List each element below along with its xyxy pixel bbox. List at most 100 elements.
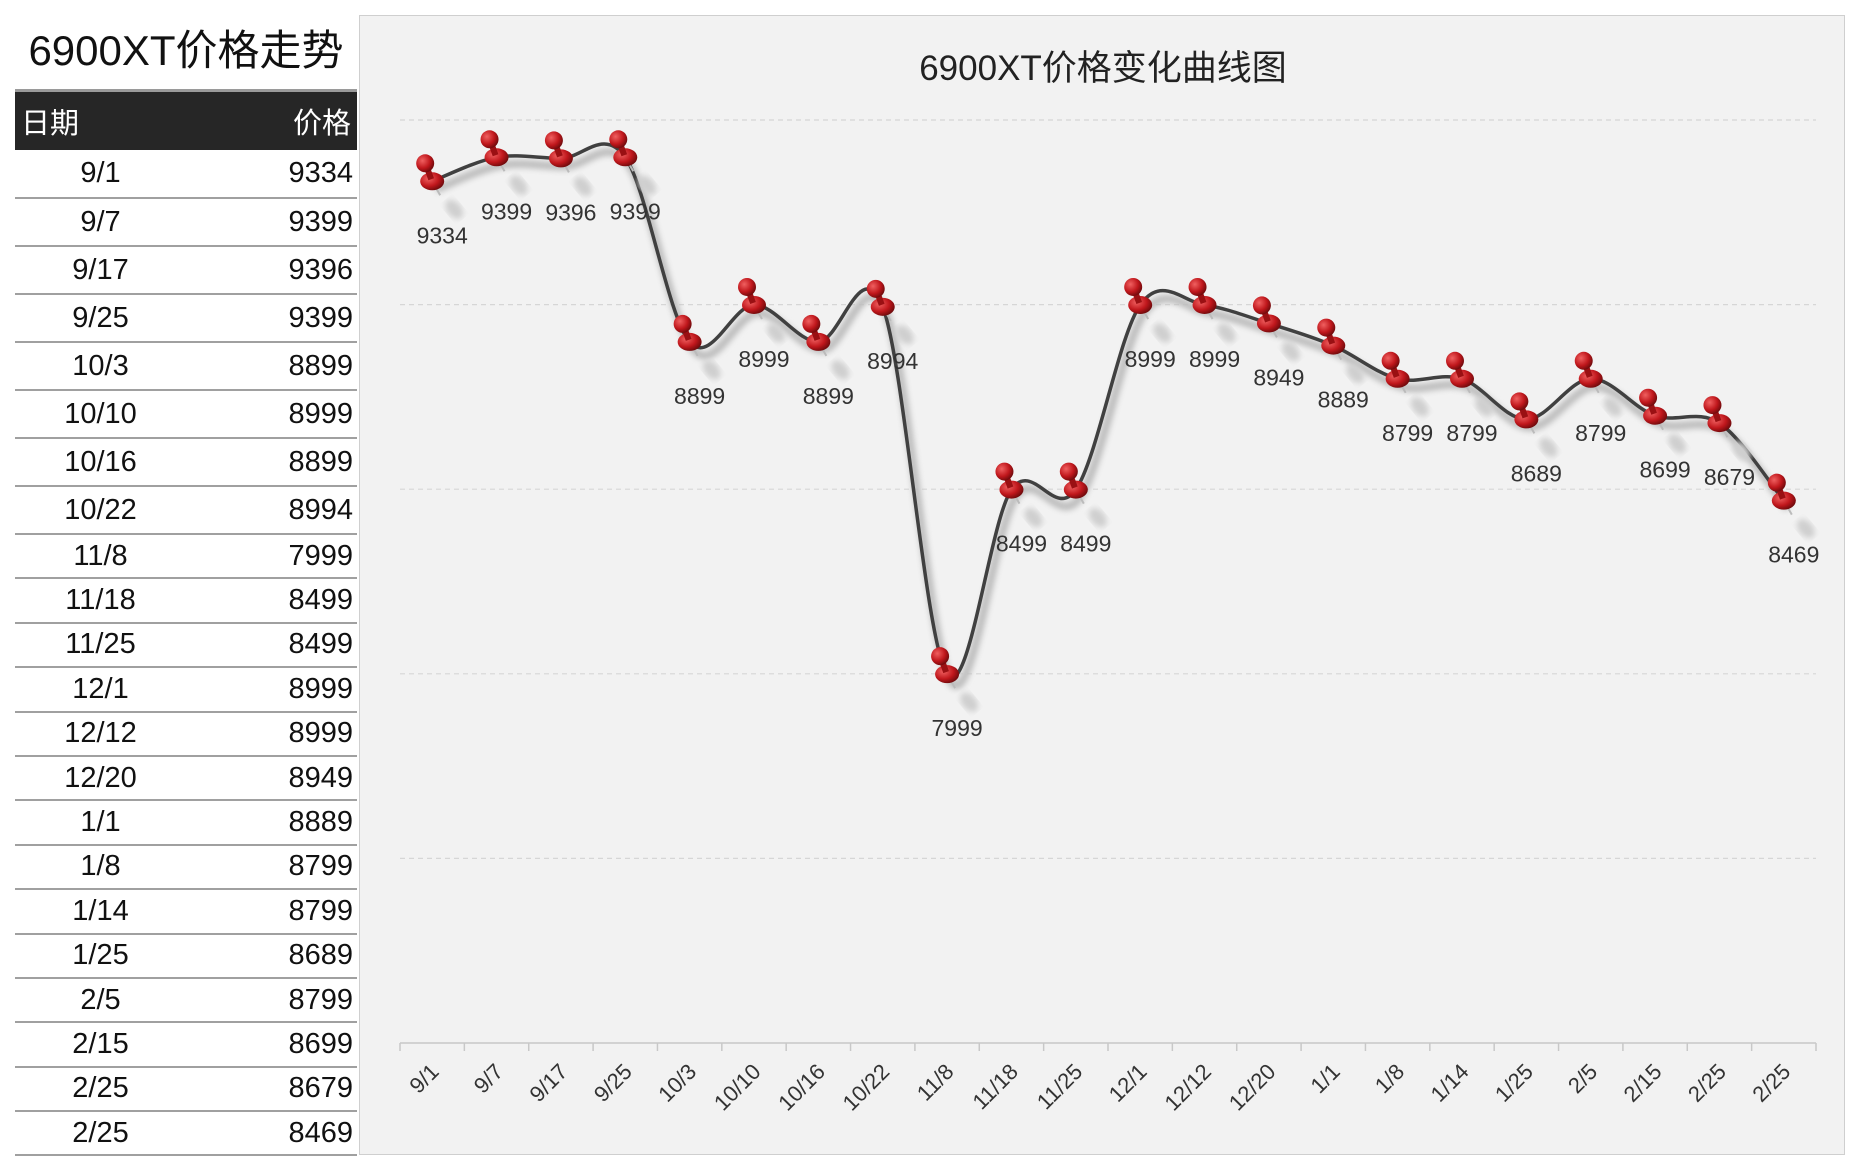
pin-shadow: [1410, 397, 1429, 417]
pin-head: [1059, 462, 1078, 481]
cell-price: 8699: [186, 1022, 357, 1068]
table-row: 9/7 9399: [15, 198, 357, 247]
pin-shadow: [638, 175, 657, 195]
table-row: 2/25 8679: [15, 1066, 357, 1113]
pin-head: [609, 130, 628, 149]
pin-head: [995, 462, 1014, 481]
data-label: 8999: [1189, 346, 1240, 372]
x-tick-label: 1/14: [1426, 1059, 1474, 1107]
pin-base: [1514, 410, 1539, 429]
cell-date: 2/5: [15, 977, 186, 1024]
table-row: 2/15 8699: [15, 1022, 357, 1068]
pin-head: [1381, 351, 1400, 370]
pin-base: [1063, 480, 1088, 499]
x-tick-label: 2/25: [1747, 1059, 1795, 1107]
pin-base: [484, 148, 509, 167]
data-point-pin: [995, 462, 1043, 528]
pin-head: [1252, 296, 1271, 315]
pin-head: [1639, 388, 1658, 407]
pin-base: [1771, 491, 1796, 510]
table-row: 10/22 8994: [15, 486, 357, 535]
data-point-pin: [1124, 277, 1172, 343]
data-label: 8899: [674, 383, 725, 409]
x-tick-label: 12/12: [1159, 1059, 1216, 1116]
pin-shadow: [1346, 364, 1365, 384]
pin-shadow: [1796, 519, 1815, 539]
cell-price: 8999: [186, 390, 357, 439]
pin-shadow: [1153, 323, 1172, 343]
cell-date: 1/1: [15, 800, 186, 846]
data-point-pin: [802, 314, 850, 380]
pin-base: [935, 665, 960, 684]
table-row: 10/16 8899: [15, 438, 357, 487]
table-row: 9/25 9399: [15, 294, 357, 343]
cell-price: 8799: [186, 889, 357, 935]
x-tick-label: 10/3: [653, 1059, 701, 1107]
table-row: 12/20 8949: [15, 755, 357, 802]
pin-head: [480, 130, 499, 149]
x-tick-label: 10/22: [838, 1059, 895, 1116]
pin-base: [742, 295, 766, 314]
data-label: 8949: [1253, 364, 1304, 390]
cell-date: 1/14: [15, 889, 186, 935]
cell-price: 8469: [186, 1111, 357, 1157]
x-tick-label: 11/18: [968, 1059, 1023, 1114]
cell-date: 12/1: [15, 667, 186, 713]
x-tick-label: 2/15: [1619, 1059, 1667, 1107]
price-line-chart: 6900XT价格变化曲线图 9/1 9/7 9/17 9/25 10/3 10/10 10/…: [399, 49, 1819, 1116]
data-point-pin: [1059, 462, 1107, 528]
pin-base: [677, 332, 702, 351]
table-row: 10/3 8899: [15, 342, 357, 391]
data-label: 8679: [1704, 464, 1755, 490]
data-point-pin: [1317, 318, 1365, 384]
cell-date: 9/1: [15, 150, 186, 199]
data-label: 9399: [610, 198, 661, 224]
cell-date: 1/8: [15, 844, 186, 891]
pin-base: [1192, 295, 1217, 314]
pin-base: [1643, 406, 1668, 425]
cell-price: 8689: [186, 933, 357, 979]
cell-price: 8799: [186, 977, 357, 1024]
pin-base: [1256, 314, 1281, 333]
cell-date: 2/25: [15, 1066, 186, 1113]
pin-head: [1767, 473, 1786, 492]
pin-head: [544, 131, 563, 150]
data-label: 9399: [481, 198, 532, 224]
pin-shadow: [1088, 508, 1107, 528]
pin-head: [416, 154, 435, 173]
pin-base: [806, 332, 831, 351]
pin-head: [802, 314, 821, 333]
cell-date: 11/8: [15, 534, 186, 580]
data-point-pin: [1188, 277, 1236, 343]
pin-head: [1703, 396, 1722, 415]
pin-head: [931, 647, 950, 666]
data-label: 8499: [1060, 531, 1111, 557]
data-point-pin: [1510, 392, 1558, 457]
x-tick-label: 12/1: [1104, 1059, 1152, 1107]
data-label: 7999: [932, 715, 983, 741]
cell-date: 10/22: [15, 486, 186, 535]
pin-shadow: [767, 323, 785, 343]
header-price: 价格: [186, 89, 357, 150]
data-point-pin: [1767, 473, 1815, 539]
pin-head: [738, 277, 756, 296]
cell-price: 7999: [186, 534, 357, 580]
data-label: 8469: [1768, 542, 1819, 568]
data-point-pin: [1639, 388, 1686, 454]
x-tick-label: 9/17: [524, 1059, 572, 1107]
pin-shadow: [1732, 441, 1751, 461]
data-label: 9334: [417, 222, 468, 248]
data-point-pin: [1381, 351, 1429, 417]
cell-price: 9399: [186, 198, 357, 247]
x-tick-label: 10/10: [709, 1059, 766, 1116]
pin-shadow: [895, 325, 914, 345]
cell-date: 9/25: [15, 294, 186, 343]
pin-head: [1574, 351, 1593, 370]
data-label: 8889: [1318, 387, 1369, 413]
table-row: 2/5 8799: [15, 977, 357, 1024]
x-tick-label: 1/1: [1305, 1059, 1344, 1098]
data-point-pin: [673, 314, 721, 380]
header-date: 日期: [15, 89, 186, 150]
cell-date: 10/10: [15, 390, 186, 439]
cell-date: 11/18: [15, 578, 186, 624]
